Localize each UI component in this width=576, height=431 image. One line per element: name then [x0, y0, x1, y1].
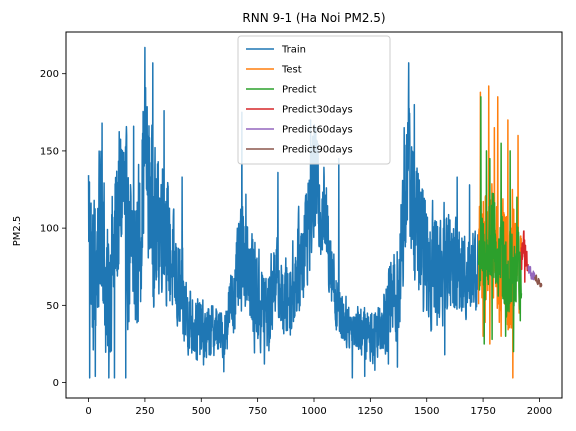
y-axis-label: PM2.5	[12, 216, 23, 247]
y-tick-label: 0	[53, 378, 59, 389]
legend-label-test: Test	[281, 65, 302, 76]
x-tick-label: 0	[85, 406, 91, 417]
x-tick-label: 250	[135, 406, 154, 417]
x-tick-label: 2000	[527, 406, 552, 417]
x-tick-label: 1500	[414, 406, 439, 417]
legend-label-predict30days: Predict30days	[282, 105, 353, 116]
x-tick-label: 1250	[358, 406, 383, 417]
series-line-predict	[477, 96, 523, 353]
x-tick-label: 1000	[301, 406, 326, 417]
y-tick-label: 100	[40, 224, 59, 235]
legend-box	[237, 35, 391, 165]
x-tick-label: 1750	[470, 406, 495, 417]
legend: Train Test Predict Predict30days Predict60da…	[237, 35, 391, 165]
legend-label-predict90days: Predict90days	[282, 145, 353, 156]
y-tick-label: 50	[46, 301, 59, 312]
chart-title: RNN 9-1 (Ha Noi PM2.5)	[242, 11, 385, 25]
x-tick-label: 500	[192, 406, 211, 417]
x-tick-label: 750	[248, 406, 267, 417]
legend-label-predict: Predict	[282, 85, 317, 96]
series-line-predict60days	[527, 265, 536, 281]
x-axis: 0 250 500 750 1000 1250 1500 1750 2000	[85, 398, 552, 417]
y-tick-label: 150	[40, 146, 59, 157]
series-line-predict90days	[534, 274, 543, 288]
y-axis: 0 50 100 150 200	[40, 69, 66, 389]
legend-label-predict60days: Predict60days	[282, 125, 353, 136]
y-tick-label: 200	[40, 69, 59, 80]
series-line-predict30days	[520, 230, 529, 283]
series-line-train	[87, 46, 480, 379]
legend-label-train: Train	[281, 45, 306, 56]
plot-area	[87, 46, 543, 379]
